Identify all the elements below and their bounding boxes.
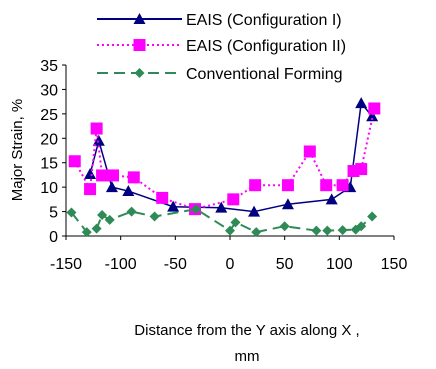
data-point xyxy=(322,225,333,236)
data-point xyxy=(122,185,135,197)
data-point xyxy=(367,211,378,222)
data-point xyxy=(251,227,262,238)
data-point xyxy=(225,225,235,236)
y-axis-title: Major Strain, % xyxy=(9,99,26,202)
legend-item-eais-configuration-ii: EAIS (Configuration II) xyxy=(97,38,346,55)
data-point xyxy=(84,167,97,179)
y-tick-label: 5 xyxy=(49,205,58,222)
legend: EAIS (Configuration I) EAIS (Configuratio… xyxy=(97,12,346,83)
data-point xyxy=(107,169,120,182)
y-tick-label: 15 xyxy=(40,156,58,173)
data-point xyxy=(96,169,109,182)
data-point xyxy=(366,110,379,122)
data-point xyxy=(149,211,160,222)
data-point xyxy=(337,225,348,236)
data-point xyxy=(281,198,294,210)
y-tick-label: 10 xyxy=(40,180,58,197)
data-point xyxy=(167,200,180,212)
legend-marker xyxy=(133,13,146,24)
data-point xyxy=(249,179,262,192)
legend-item-conventional-forming: Conventional Forming xyxy=(97,66,343,83)
data-point xyxy=(81,227,92,238)
data-point xyxy=(325,193,338,205)
series-eais-configuration-ii xyxy=(68,102,381,216)
data-point xyxy=(303,145,316,158)
y-tick-label: 20 xyxy=(40,131,58,148)
data-point xyxy=(91,223,102,234)
series-conventional-forming xyxy=(66,204,378,238)
series-layer xyxy=(66,97,381,238)
x-tick-label: -150 xyxy=(50,256,82,273)
data-point xyxy=(311,225,322,236)
data-point xyxy=(320,179,333,192)
x-tick-label: 50 xyxy=(276,256,294,273)
legend-label: Conventional Forming xyxy=(186,66,343,83)
series-line xyxy=(73,108,376,211)
data-point xyxy=(66,207,77,218)
data-point xyxy=(92,134,105,146)
data-point xyxy=(104,214,115,225)
y-axis-ticks: 0 5 10 15 20 25 30 35 xyxy=(40,58,66,246)
data-point xyxy=(356,221,367,232)
legend-item-eais-configuration-i: EAIS (Configuration I) xyxy=(97,12,342,29)
data-point xyxy=(368,102,381,115)
legend-label: EAIS (Configuration II) xyxy=(186,38,346,55)
x-axis-ticks: -150 -100 -50 0 50 100 150 xyxy=(50,236,407,273)
data-point xyxy=(336,179,349,192)
data-point xyxy=(156,191,169,204)
x-tick-label: 0 xyxy=(226,256,235,273)
legend-label: EAIS (Configuration I) xyxy=(186,12,342,29)
data-point xyxy=(97,209,108,220)
data-point xyxy=(230,217,241,228)
y-tick-label: 35 xyxy=(40,58,58,75)
data-point xyxy=(126,206,137,217)
data-point xyxy=(90,122,103,135)
data-point xyxy=(355,97,368,109)
x-axis-title-line-1: Distance from the Y axis along X , xyxy=(134,322,359,339)
y-tick-label: 0 xyxy=(49,229,58,246)
data-point xyxy=(248,205,261,217)
x-axis-title-line-2: mm xyxy=(235,348,260,365)
data-point xyxy=(191,204,202,215)
legend-marker xyxy=(134,68,145,78)
legend-marker xyxy=(133,39,146,51)
y-tick-label: 25 xyxy=(40,107,58,124)
data-point xyxy=(105,181,118,193)
data-point xyxy=(215,201,228,213)
data-point xyxy=(281,179,294,192)
data-point xyxy=(279,221,290,232)
data-point xyxy=(68,155,81,168)
data-point xyxy=(84,183,97,196)
data-point xyxy=(227,193,240,206)
data-point xyxy=(355,163,368,176)
x-tick-label: 100 xyxy=(326,256,353,273)
axes xyxy=(65,65,394,237)
x-tick-label: -100 xyxy=(105,256,137,273)
y-tick-label: 30 xyxy=(40,82,58,99)
x-tick-label: 150 xyxy=(381,256,408,273)
data-point xyxy=(127,171,140,184)
x-tick-label: -50 xyxy=(164,256,187,273)
